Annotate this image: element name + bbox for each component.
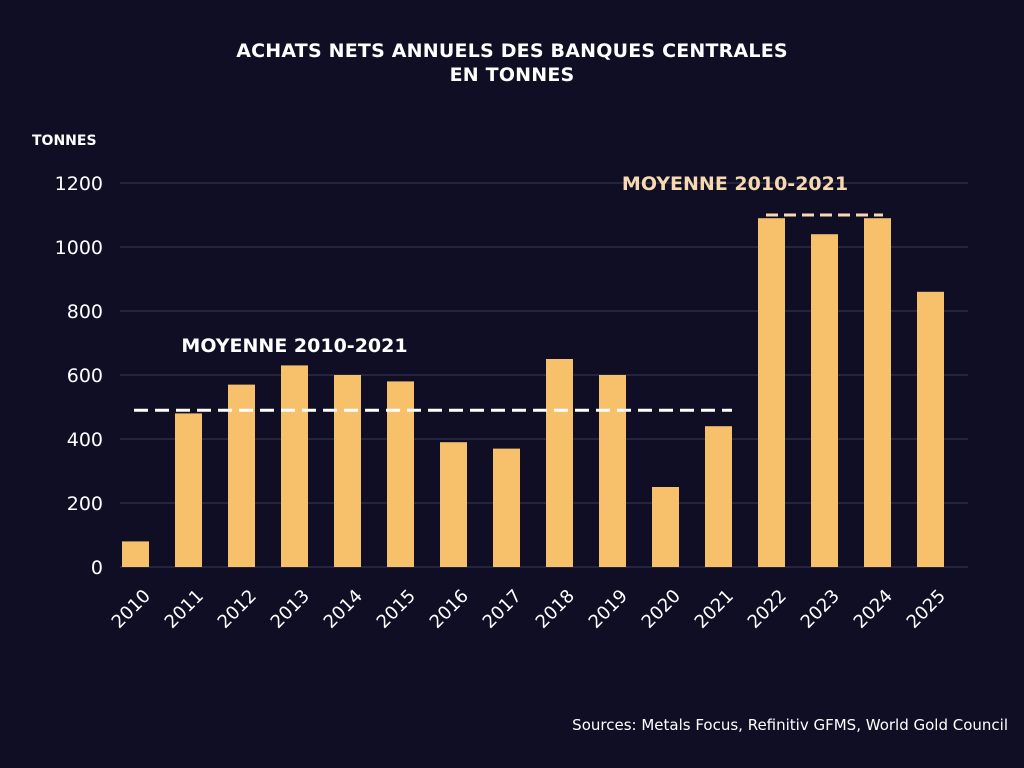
- source-note: Sources: Metals Focus, Refinitiv GFMS, W…: [572, 716, 1008, 734]
- bar-2025: [917, 291, 944, 567]
- x-tick-label: 2021: [691, 586, 738, 633]
- y-tick-label: 200: [67, 493, 103, 515]
- bar-2012: [228, 384, 255, 567]
- y-axis-label: TONNES: [32, 133, 97, 149]
- x-tick-label: 2010: [108, 586, 155, 633]
- average-label: MOYENNE 2010-2021: [181, 335, 407, 357]
- x-tick-label: 2013: [267, 586, 314, 633]
- x-tick-label: 2025: [903, 586, 950, 633]
- average-label-2: MOYENNE 2010-2021: [622, 173, 848, 195]
- bars: [122, 218, 944, 567]
- bar-2017: [493, 448, 520, 567]
- x-tick-label: 2023: [797, 586, 844, 633]
- x-tick-label: 2020: [638, 586, 685, 633]
- bar-2018: [546, 359, 573, 567]
- bar-2015: [387, 381, 414, 567]
- y-axis-ticks: 0 200 400 600 800 1000 1200: [55, 173, 103, 579]
- y-tick-label: 400: [67, 429, 103, 451]
- bar-2014: [334, 375, 361, 567]
- bar-2022: [758, 218, 785, 567]
- bar-2020: [652, 487, 679, 567]
- x-axis-ticks: 2010 2011 2012 2013 2014 2015 2016 2017 2018 2019…: [108, 586, 950, 633]
- x-tick-label: 2016: [426, 586, 473, 633]
- bar-2023: [811, 234, 838, 567]
- bar-2021: [705, 426, 732, 567]
- average-annotations: MOYENNE 2010-2021 MOYENNE 2010-2021: [134, 173, 883, 412]
- bar-2019: [599, 375, 626, 567]
- y-tick-label: 1000: [55, 237, 103, 259]
- x-tick-label: 2022: [744, 586, 791, 633]
- x-tick-label: 2012: [214, 586, 261, 633]
- bar-2013: [281, 365, 308, 567]
- x-tick-label: 2017: [479, 586, 526, 633]
- x-tick-label: 2024: [850, 586, 897, 633]
- x-tick-label: 2019: [585, 586, 632, 633]
- x-tick-label: 2014: [320, 586, 367, 633]
- bar-2024: [864, 218, 891, 567]
- bar-2011: [175, 413, 202, 567]
- x-tick-label: 2015: [373, 586, 420, 633]
- y-tick-label: 800: [67, 301, 103, 323]
- x-tick-label: 2011: [161, 586, 208, 633]
- y-tick-label: 1200: [55, 173, 103, 195]
- bar-2016: [440, 442, 467, 567]
- x-tick-label: 2018: [532, 586, 579, 633]
- bar-2010: [122, 541, 149, 567]
- chart-subtitle: EN TONNES: [449, 64, 575, 86]
- y-tick-label: 600: [67, 365, 103, 387]
- chart-title: ACHATS NETS ANNUELS DES BANQUES CENTRALE…: [236, 40, 788, 62]
- y-tick-label: 0: [91, 557, 103, 579]
